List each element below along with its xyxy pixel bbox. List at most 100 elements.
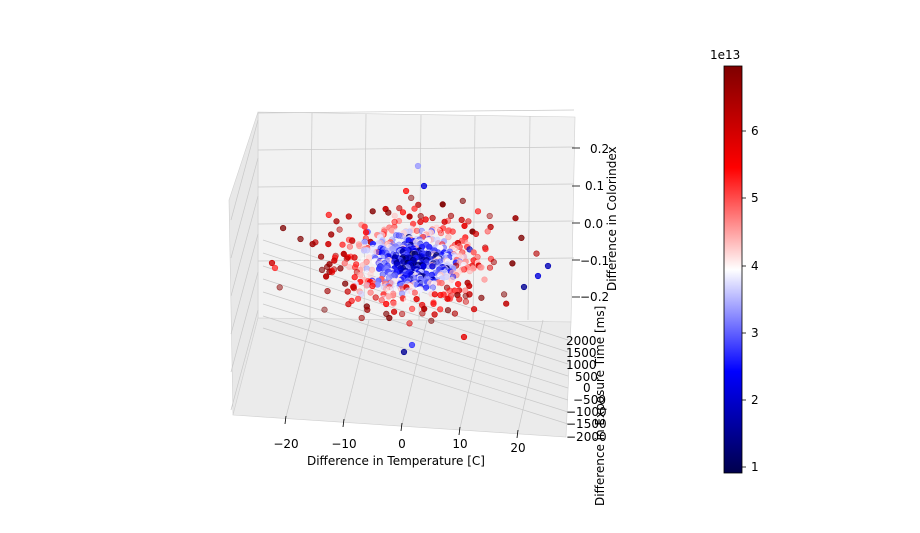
scatter-point [324,263,331,271]
scatter-point [385,293,392,300]
scatter-point [465,218,472,225]
gridline [527,115,531,321]
scatter-point [422,284,430,291]
z-tick-label: −0.1 [580,254,609,268]
scatter-point [367,289,374,296]
scatter-point [417,218,424,225]
scatter-point [396,205,403,212]
scatter-point [309,241,316,248]
gridline [257,220,575,225]
scatter-point [459,197,466,204]
scatter-point [349,237,356,245]
scatter-point [437,230,445,237]
scatter-point [512,215,519,222]
x-tick-label: −20 [273,437,298,451]
scatter-point [324,288,331,295]
scatter-point [474,208,482,215]
scatter-point [351,254,358,261]
scatter-point [280,225,287,232]
scatter-point [478,294,485,301]
scatter-point [411,289,418,296]
gridline [285,319,312,418]
gridline [230,309,259,411]
gridline [401,319,428,426]
y-tick-label: 2000 [566,334,597,348]
scatter-point [364,306,371,313]
scatter-point [406,289,413,296]
scatter-point [444,307,452,314]
scatter-point [331,257,338,264]
gridline [262,265,569,365]
gridline [262,252,569,353]
scatter-point [391,308,398,315]
scatter-point [445,234,452,241]
scatter-point [385,274,393,281]
y-tick-label: 0 [583,381,591,395]
scatter-point [509,260,516,267]
scatter-point [325,211,332,218]
scatter-point [441,218,448,225]
scatter-point [462,298,470,305]
scatter-point [466,268,473,275]
gridline [230,195,259,297]
z-tick-label: 0.2 [590,142,609,156]
scatter-point [363,282,370,289]
scatter-point [339,241,346,248]
scatter-point [321,306,328,313]
scatter-point [501,291,508,298]
x-tick-label: 0 [398,437,406,451]
x-tick-label: 20 [510,441,525,455]
gridline [309,112,313,321]
scatter-point [435,227,442,235]
scatter-point [368,266,376,273]
scatter-point [534,272,542,280]
scatter-point [447,212,455,219]
scatter-point [374,281,381,288]
scatter-point [323,273,330,280]
scatter-point [428,317,435,324]
scatter-point [344,288,351,295]
scatter-point [484,228,491,235]
scatter-point [408,341,416,349]
scatter-point [358,290,365,298]
scatter-point [415,201,422,208]
y-tick-label: −1500 [566,417,607,431]
scatter-point [439,201,446,208]
scatter-point [346,243,354,250]
gridline [230,119,259,221]
scatter-point [448,276,455,284]
scatter-point [472,230,480,237]
scatter-point [356,243,363,250]
scatter-point [345,213,352,220]
colorbar-tick-label: 1 [751,460,759,474]
x-tick-mark [516,429,519,439]
gridline [262,327,569,425]
scatter-point [389,245,396,252]
x-tick-mark [342,418,345,428]
scatter-point [342,280,349,287]
colorbar-offset-label: 1e13 [710,48,740,62]
scatter-point [470,249,477,256]
colorbar-tick-label: 6 [751,124,759,138]
tick-marks [284,130,746,468]
gridline [257,146,575,151]
scatter-point [430,280,438,287]
scatter-point [318,266,326,274]
scatter-point [383,310,390,318]
scatter-point [413,296,420,303]
scatter-point [390,300,397,307]
gridline [343,319,370,422]
scatter-point [363,270,371,277]
scatter-point [413,227,421,234]
gridline [257,183,575,188]
scatter-point [325,241,332,248]
y-tick-label: 1000 [566,358,597,372]
scatter-point [431,311,438,318]
scatter-point [429,284,437,291]
x-tick-mark [400,422,403,432]
colorbar-ticks: 1 2 3 4 5 6 [751,124,759,474]
scatter-point [490,259,497,266]
scatter-point [411,205,418,212]
scatter-point [276,284,283,291]
